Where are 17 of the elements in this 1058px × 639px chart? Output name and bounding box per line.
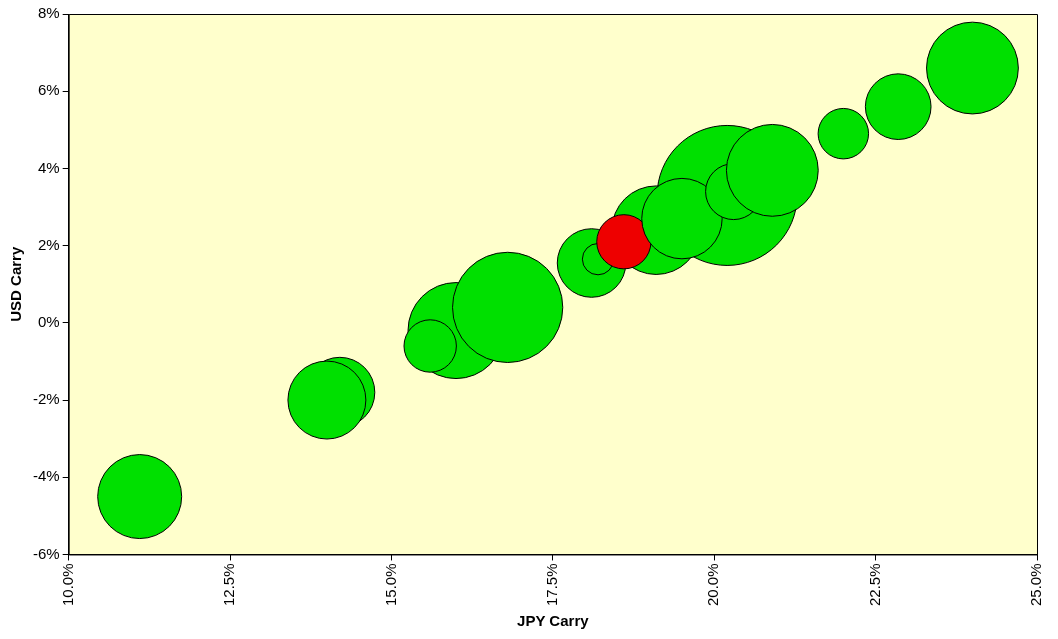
y-tick-label: 8% — [37, 4, 60, 22]
x-tick-label: 25.0% — [1027, 563, 1045, 607]
x-tick-label: 12.5% — [220, 563, 238, 607]
x-tick-label: 15.0% — [381, 563, 399, 607]
x-axis-title: JPY Carry — [517, 612, 590, 630]
x-tick-label: 10.0% — [58, 563, 76, 607]
x-tick-label: 22.5% — [865, 563, 883, 607]
y-tick-label: -4% — [32, 467, 60, 485]
y-tick-label: 0% — [37, 312, 60, 330]
x-tick-label: 17.5% — [542, 563, 560, 607]
y-tick-label: 2% — [37, 235, 60, 253]
y-axis-title: USD Carry — [7, 246, 25, 322]
y-tick-label: -6% — [32, 544, 60, 562]
y-tick-label: 6% — [37, 81, 60, 99]
y-tick-label: -2% — [32, 390, 60, 408]
x-tick-label: 20.0% — [704, 563, 722, 607]
y-tick-label: 4% — [37, 158, 60, 176]
